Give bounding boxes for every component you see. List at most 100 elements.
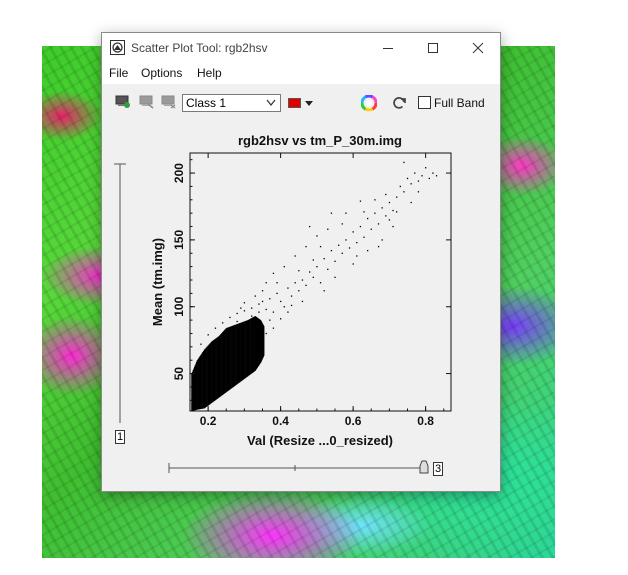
- maximize-button[interactable]: [411, 36, 455, 60]
- scatter-point: [356, 255, 358, 257]
- x-tick-label: 0.8: [417, 414, 434, 428]
- color-dropdown-icon[interactable]: [305, 101, 313, 106]
- roi-delete-icon[interactable]: [139, 95, 155, 109]
- scatter-point: [269, 298, 271, 300]
- dense-cloud-fill: [191, 316, 265, 411]
- scatter-plot-window[interactable]: Scatter Plot Tool: rgb2hsv File Options …: [101, 32, 501, 492]
- scatter-point: [265, 332, 267, 335]
- scatter-point: [377, 223, 380, 225]
- scatter-point: [319, 282, 322, 284]
- roi-export-icon[interactable]: [161, 95, 177, 109]
- y-tick-label: 50: [172, 367, 186, 381]
- class-select-value: Class 1: [186, 96, 227, 110]
- scatter-point: [287, 311, 289, 313]
- scatter-point: [305, 284, 307, 287]
- scatter-point: [251, 307, 253, 309]
- menu-file[interactable]: File: [109, 66, 129, 80]
- scatter-point: [294, 282, 296, 284]
- scatter-point: [200, 343, 202, 345]
- scatter-point: [341, 223, 343, 225]
- scatter-point: [327, 228, 329, 230]
- y-band-slider-value: 1: [115, 430, 125, 444]
- scatter-point: [414, 172, 416, 174]
- scatter-point: [240, 307, 242, 309]
- scatter-point: [290, 304, 293, 307]
- scatter-point: [265, 282, 267, 284]
- scatter-point: [359, 225, 362, 228]
- full-band-checkbox[interactable]: [418, 96, 431, 109]
- chart-title: rgb2hsv vs tm_P_30m.img: [238, 133, 402, 148]
- scatter-point: [385, 215, 387, 217]
- scatter-point: [309, 225, 311, 228]
- title-bar[interactable]: Scatter Plot Tool: rgb2hsv: [102, 33, 500, 62]
- scatter-point: [305, 245, 307, 248]
- menu-help[interactable]: Help: [197, 66, 222, 80]
- scatter-point: [388, 219, 391, 221]
- x-band-slider-thumb[interactable]: [419, 460, 429, 474]
- scatter-point: [280, 300, 282, 303]
- scatter-point: [370, 228, 372, 230]
- menu-bar: File Options Help: [102, 62, 500, 84]
- scatter-point: [301, 300, 304, 303]
- scatter-point: [352, 231, 354, 233]
- minimize-button[interactable]: [366, 36, 410, 60]
- scatter-point: [276, 292, 278, 295]
- scatter-point: [406, 177, 409, 180]
- scatter-point: [425, 167, 427, 169]
- scatter-point: [269, 319, 271, 321]
- scatter-point: [316, 235, 318, 237]
- color-wheel-icon[interactable]: [361, 95, 377, 111]
- scatter-point: [193, 386, 195, 388]
- scatter-point: [272, 311, 275, 313]
- refresh-icon[interactable]: [391, 95, 407, 111]
- scatter-point: [214, 343, 217, 345]
- scatter-point: [356, 241, 358, 244]
- scatter-point: [265, 308, 267, 311]
- dense-point-cloud: [191, 316, 265, 411]
- scatter-point: [312, 276, 314, 279]
- scatter-point: [236, 312, 238, 315]
- scatter-point: [403, 191, 405, 193]
- scatter-point: [207, 334, 209, 336]
- scatter-point: [341, 252, 343, 254]
- scatter-point: [410, 201, 412, 204]
- scatter-point: [352, 263, 354, 265]
- maximize-icon: [428, 43, 438, 53]
- scatter-point: [410, 183, 412, 185]
- class-select[interactable]: Class 1: [182, 94, 281, 112]
- close-button[interactable]: [456, 36, 500, 60]
- scatter-points: [193, 161, 438, 388]
- chevron-down-icon: [266, 99, 276, 106]
- x-band-slider-value: 3: [433, 462, 443, 476]
- scatter-point: [392, 209, 394, 212]
- scatter-point: [290, 295, 293, 297]
- scatter-point: [363, 236, 365, 238]
- scatter-point: [312, 259, 314, 261]
- scatter-point: [258, 303, 260, 305]
- scatter-point: [377, 245, 380, 248]
- scatter-point: [243, 310, 246, 312]
- scatter-point: [396, 196, 398, 198]
- scatter-point: [417, 180, 420, 182]
- scatter-point: [403, 161, 405, 164]
- menu-options[interactable]: Options: [141, 66, 183, 80]
- scatter-point: [421, 175, 423, 177]
- app-icon: [110, 40, 125, 55]
- scatter-point: [196, 366, 198, 368]
- scatter-point: [330, 249, 333, 252]
- scatter-point: [309, 271, 311, 273]
- class-color-swatch[interactable]: [288, 98, 301, 108]
- scatter-point: [283, 266, 285, 268]
- scatter-point: [345, 212, 347, 214]
- scatter-point: [385, 193, 387, 196]
- scatter-point: [327, 268, 329, 271]
- scatter-point: [338, 244, 340, 246]
- scatter-point: [417, 191, 420, 193]
- scatter-point: [334, 276, 336, 279]
- scatter-point: [272, 327, 275, 329]
- scatter-point: [298, 270, 300, 272]
- full-band-label: Full Band: [434, 96, 485, 110]
- roi-add-icon[interactable]: [115, 95, 131, 109]
- window-title: Scatter Plot Tool: rgb2hsv: [131, 41, 268, 55]
- scatter-point: [272, 272, 275, 275]
